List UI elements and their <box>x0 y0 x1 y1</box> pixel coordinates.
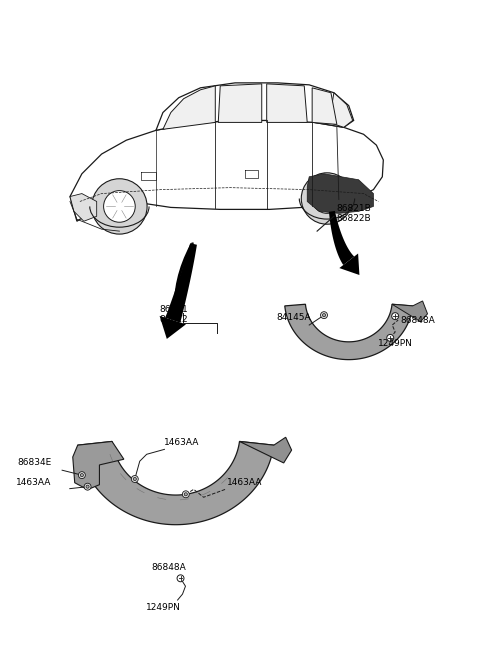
Text: 86834E: 86834E <box>18 459 52 467</box>
Circle shape <box>104 191 135 222</box>
Circle shape <box>80 474 84 477</box>
Circle shape <box>133 478 136 481</box>
Polygon shape <box>70 121 384 221</box>
Text: 1249PN: 1249PN <box>378 338 413 348</box>
Circle shape <box>301 173 353 224</box>
Polygon shape <box>70 194 96 221</box>
Circle shape <box>182 491 189 498</box>
Polygon shape <box>392 301 428 321</box>
Polygon shape <box>156 83 354 131</box>
Circle shape <box>312 184 342 213</box>
Text: 86848A: 86848A <box>151 564 186 573</box>
Polygon shape <box>78 441 274 525</box>
Polygon shape <box>312 88 337 125</box>
Text: 86821B: 86821B <box>337 205 372 213</box>
Text: 1249PN: 1249PN <box>146 603 181 612</box>
Circle shape <box>132 476 138 482</box>
Polygon shape <box>240 438 292 463</box>
Circle shape <box>92 178 147 234</box>
Circle shape <box>184 493 187 496</box>
Text: 86812: 86812 <box>159 315 188 324</box>
Circle shape <box>86 485 89 488</box>
Text: 1463AA: 1463AA <box>16 478 52 487</box>
Circle shape <box>177 575 184 582</box>
Polygon shape <box>165 243 197 323</box>
Text: 1463AA: 1463AA <box>165 438 200 447</box>
Text: 86822B: 86822B <box>337 215 372 223</box>
Circle shape <box>323 314 325 317</box>
Polygon shape <box>339 253 360 275</box>
Polygon shape <box>329 92 353 127</box>
Polygon shape <box>267 84 307 123</box>
Text: 86848A: 86848A <box>400 316 435 325</box>
Polygon shape <box>307 174 373 213</box>
Polygon shape <box>73 441 124 489</box>
Text: 1463AA: 1463AA <box>228 478 263 487</box>
Polygon shape <box>329 211 354 265</box>
Polygon shape <box>163 86 216 129</box>
Circle shape <box>84 483 91 490</box>
Text: 84145A: 84145A <box>276 313 311 322</box>
Circle shape <box>387 335 394 341</box>
Polygon shape <box>218 84 262 123</box>
Circle shape <box>321 312 327 319</box>
Circle shape <box>392 313 399 319</box>
Polygon shape <box>160 316 186 339</box>
Polygon shape <box>285 304 413 359</box>
Circle shape <box>78 472 85 479</box>
Text: 86811: 86811 <box>159 305 188 314</box>
